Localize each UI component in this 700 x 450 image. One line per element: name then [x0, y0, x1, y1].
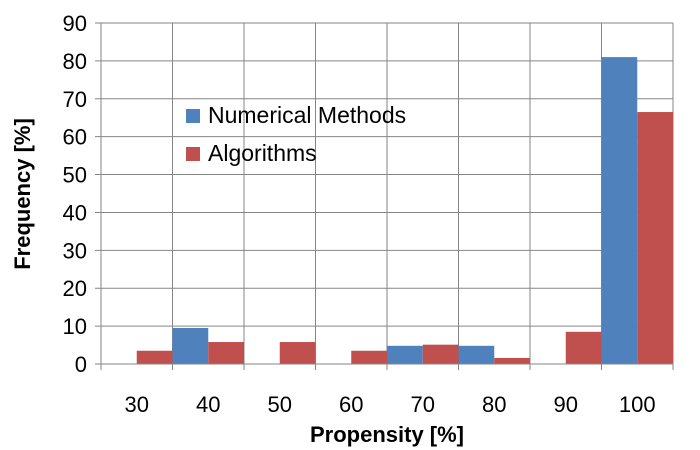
y-tick-label: 40 — [63, 200, 87, 225]
y-tick-label: 90 — [63, 11, 87, 36]
x-tick-label: 90 — [554, 392, 578, 417]
y-tick-label: 30 — [63, 238, 87, 263]
bar-algorithms-70 — [422, 344, 459, 364]
y-tick-label: 20 — [63, 276, 87, 301]
y-tick-label: 60 — [63, 125, 87, 150]
bar-numerical-methods-80 — [458, 345, 495, 364]
bar-algorithms-100 — [637, 112, 673, 365]
y-tick-label: 10 — [63, 314, 87, 339]
axis-layer: 0 10 20 30 40 50 60 70 80 90 30 40 50 60 70 80 90 100 — [63, 11, 673, 417]
bar-algorithms-40 — [208, 342, 244, 364]
x-tick-label: 30 — [125, 392, 149, 417]
x-tick-label: 50 — [268, 392, 292, 417]
x-tick-label: 60 — [339, 392, 363, 417]
y-tick-label: 80 — [63, 49, 87, 74]
bar-algorithms-80 — [494, 357, 530, 364]
legend-swatch — [186, 109, 200, 123]
legend: Numerical Methods Algorithms — [186, 102, 406, 166]
y-tick-label: 0 — [75, 352, 87, 377]
grid-layer — [95, 22, 674, 370]
legend-label: Numerical Methods — [208, 102, 406, 128]
bar-algorithms-90 — [565, 331, 602, 364]
bar-numerical-methods-100 — [601, 57, 638, 364]
legend-label: Algorithms — [208, 140, 317, 166]
y-tick-label: 50 — [63, 163, 87, 188]
y-axis-title: Frequency [%] — [10, 118, 35, 270]
bar-algorithms-30 — [136, 350, 173, 364]
x-tick-label: 80 — [482, 392, 506, 417]
y-tick-label: 70 — [63, 87, 87, 112]
x-tick-label: 70 — [411, 392, 435, 417]
bar-algorithms-60 — [351, 350, 387, 364]
x-axis-title: Propensity [%] — [310, 422, 464, 447]
bars-layer — [136, 57, 673, 365]
bar-numerical-methods-70 — [387, 345, 423, 364]
legend-swatch — [186, 147, 200, 161]
bar-algorithms-50 — [279, 342, 316, 364]
x-tick-label: 40 — [196, 392, 220, 417]
x-tick-label: 100 — [619, 392, 656, 417]
bar-numerical-methods-40 — [172, 328, 209, 364]
